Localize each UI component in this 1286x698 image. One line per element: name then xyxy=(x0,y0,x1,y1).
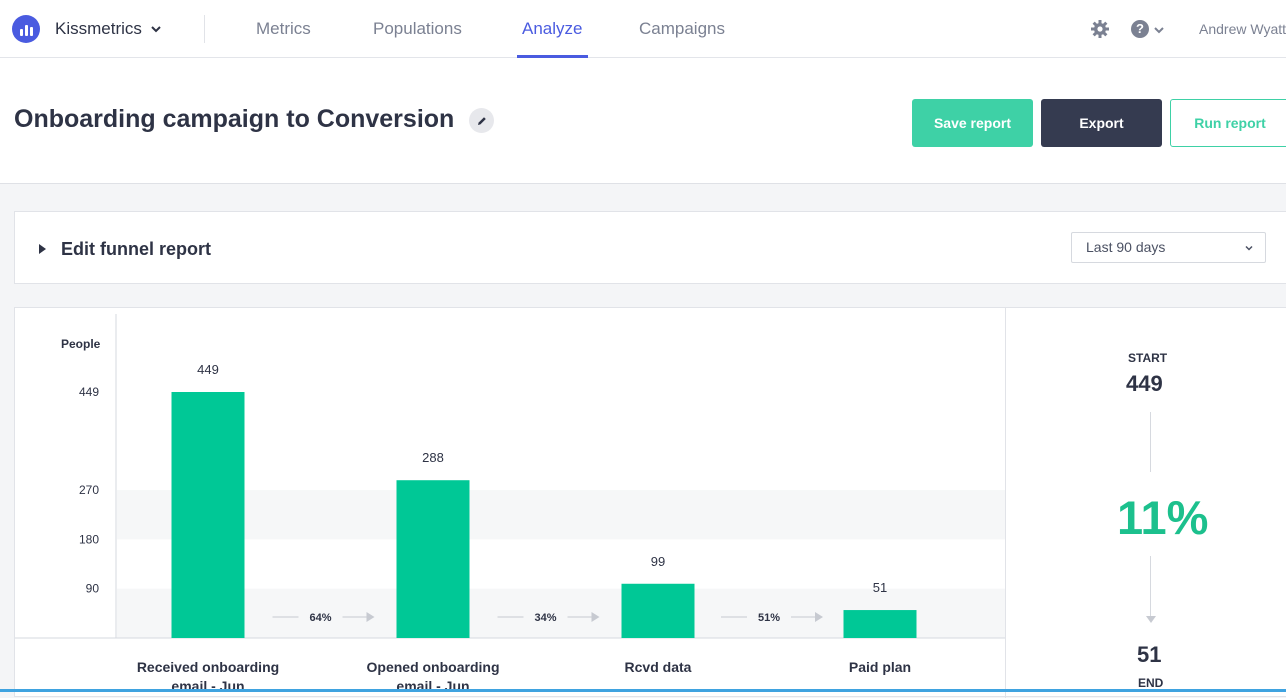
report-header: Onboarding campaign to Conversion Save r… xyxy=(0,58,1286,184)
start-label: START xyxy=(1128,351,1168,365)
conversion-label: 34% xyxy=(534,612,556,624)
conversion-label: 51% xyxy=(758,612,780,624)
arrow-right-icon xyxy=(591,612,600,622)
page-title: Onboarding campaign to Conversion xyxy=(14,105,455,133)
save-report-button[interactable]: Save report xyxy=(912,99,1033,147)
bar-value-label: 99 xyxy=(651,554,665,569)
funnel-bar xyxy=(843,610,917,638)
nav-divider xyxy=(204,15,205,43)
y-tick-label: 270 xyxy=(79,483,99,497)
brand-name: Kissmetrics xyxy=(55,19,142,38)
date-range-value: Last 90 days xyxy=(1086,239,1166,255)
tab-populations[interactable]: Populations xyxy=(373,19,462,38)
edit-funnel-toggle[interactable]: Edit funnel report xyxy=(61,239,211,259)
overall-conversion: 11% xyxy=(1117,491,1209,544)
category-label: Paid plan xyxy=(849,659,911,675)
pencil-icon xyxy=(477,116,486,125)
summary-connector xyxy=(1150,412,1151,472)
arrow-right-icon xyxy=(815,612,823,622)
funnel-bar xyxy=(396,480,470,638)
run-report-button[interactable]: Run report xyxy=(1170,99,1286,147)
chevron-down-icon[interactable] xyxy=(1153,24,1165,36)
arrow-right-icon xyxy=(366,612,375,622)
kissmetrics-logo-icon xyxy=(12,15,40,43)
end-value: 51 xyxy=(1137,642,1162,667)
tab-analyze[interactable]: Analyze xyxy=(516,0,590,58)
tab-campaigns[interactable]: Campaigns xyxy=(639,19,725,38)
edit-title-button[interactable] xyxy=(469,108,494,133)
funnel-summary: START 449 11% 51 END xyxy=(1005,308,1286,698)
category-label: Received onboarding xyxy=(137,659,279,675)
category-label: Opened onboarding xyxy=(367,659,500,675)
category-label: Rcvd data xyxy=(625,659,692,675)
arrow-down-icon xyxy=(1146,616,1156,623)
chevron-down-icon xyxy=(1245,245,1253,251)
gear-icon[interactable] xyxy=(1090,19,1110,39)
expand-caret-icon[interactable] xyxy=(39,244,46,254)
y-tick-label: 90 xyxy=(86,582,100,596)
y-tick-label: 449 xyxy=(79,385,99,399)
bar-value-label: 288 xyxy=(422,450,444,465)
edit-funnel-panel: Edit funnel report Last 90 days xyxy=(14,211,1286,284)
funnel-bar xyxy=(621,583,695,638)
funnel-chart-panel: People 449 270 180 90 449 Received onboarding e… xyxy=(14,307,1286,698)
date-range-select[interactable]: Last 90 days xyxy=(1071,232,1266,263)
conversion-label: 64% xyxy=(309,612,331,624)
bar-value-label: 449 xyxy=(197,362,219,377)
start-value: 449 xyxy=(1126,371,1163,396)
bottom-accent-line xyxy=(0,689,1286,692)
brand-menu[interactable]: Kissmetrics xyxy=(12,14,162,44)
user-menu[interactable]: Andrew Wyatt xyxy=(1199,21,1286,37)
tab-metrics[interactable]: Metrics xyxy=(256,19,311,38)
help-icon[interactable]: ? xyxy=(1131,20,1149,38)
export-button[interactable]: Export xyxy=(1041,99,1162,147)
y-tick-label: 180 xyxy=(79,532,99,546)
top-nav: Kissmetrics Metrics Populations Analyze … xyxy=(0,0,1286,58)
bar-value-label: 51 xyxy=(873,580,887,595)
funnel-bar xyxy=(171,392,245,638)
y-axis-title: People xyxy=(61,337,101,351)
chevron-down-icon xyxy=(151,26,161,33)
end-label: END xyxy=(1138,676,1164,690)
grid-band xyxy=(117,490,1005,540)
summary-connector xyxy=(1150,556,1151,618)
